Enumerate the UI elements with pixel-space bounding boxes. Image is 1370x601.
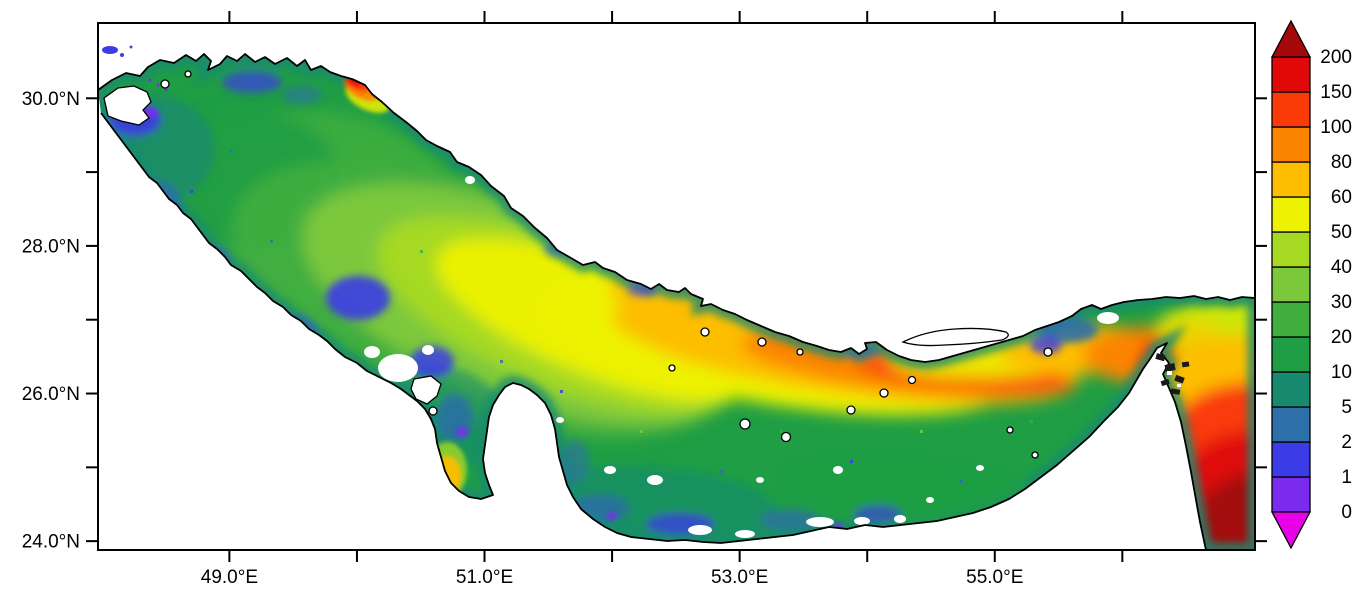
colorbar-segment [1271,231,1311,268]
x-axis-tick-label: 49.0°E [201,567,258,588]
colorbar-segment [1271,56,1311,93]
colorbar-tick-label: 80 [1331,152,1352,173]
colorbar-segment [1271,336,1311,373]
colorbar-tick-label: 0 [1341,502,1352,523]
colorbar: 0 1 2 5 10 20 30 40 50 60 80 100 150 200 [1270,19,1352,550]
y-axis-tick-label: 30.0°N [22,89,80,110]
coastline [97,53,1256,551]
colorbar-segment [1271,476,1311,513]
gulf-of-oman-maximum [1194,473,1255,550]
colorbar-tick-label: 150 [1320,82,1352,103]
colorbar-segment [1271,301,1311,338]
outlying-water-specks [102,45,168,92]
blue-patch [410,346,454,378]
colorbar-tick-label: 50 [1331,222,1352,243]
blue-patch [760,509,820,531]
colorbar-under-arrow [1270,511,1312,550]
axes: 49.0°E 51.0°E 53.0°E 55.0°E 30.0°N 28.0°N 26.0… [22,11,1267,588]
colorbar-segment [1271,406,1311,443]
colorbar-tick-label: 60 [1331,187,1352,208]
x-axis-tick-label: 53.0°E [711,567,768,588]
violet-patch [607,512,617,520]
colorbar-over-arrow [1270,19,1312,58]
x-axis-tick-label: 51.0°E [456,567,513,588]
y-axis-tick-label: 28.0°N [22,236,80,257]
colorbar-segment [1271,91,1311,128]
speckle-layer [190,150,1033,483]
plot-frame [97,22,1256,551]
colorbar-tick-label: 2 [1341,432,1352,453]
colorbar-tick-label: 20 [1331,327,1352,348]
island-bahrain [410,375,442,405]
y-axis-tick-label: 26.0°N [22,384,80,405]
field-gradient-layer [130,110,1255,550]
island-qeshm [901,327,1009,347]
blue-patch [326,276,390,320]
field-blob [1156,300,1255,360]
x-axis-tick-label: 55.0°E [966,567,1023,588]
colorbar-tick-label: 10 [1331,362,1352,383]
blue-patch [437,394,473,442]
violet-patch [456,427,468,437]
blue-patch [561,440,589,484]
musandam-fjords [1155,353,1190,395]
colorbar-segment [1271,126,1311,163]
y-axis-tick-label: 24.0°N [22,532,80,553]
no-data-patches [364,176,1119,538]
colorbar-segment [1271,371,1311,408]
colorbar-segment [1271,441,1311,478]
blue-patch [1030,336,1062,354]
islands [103,70,1053,459]
colorbar-tick-label: 40 [1331,257,1352,278]
island-delta [103,85,152,126]
colorbar-tick-label: 1 [1341,467,1352,488]
colorbar-segment [1271,196,1311,233]
colorbar-segment [1271,266,1311,303]
colorbar-tick-label: 100 [1320,117,1352,138]
colorbar-tick-label: 200 [1320,47,1352,68]
colorbar-tick-label: 5 [1341,397,1352,418]
blue-patch [222,71,282,93]
colorbar-tick-label: 30 [1331,292,1352,313]
colorbar-segment [1271,161,1311,198]
blue-patch [282,86,322,104]
